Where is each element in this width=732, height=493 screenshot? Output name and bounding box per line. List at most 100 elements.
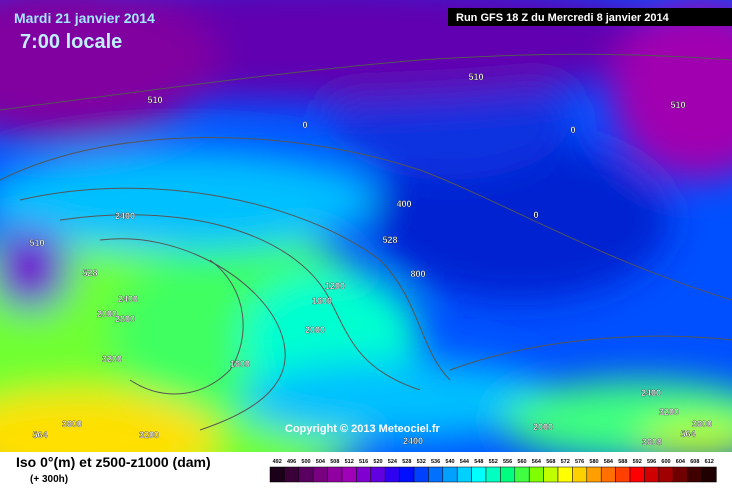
contour-label: 564 (680, 429, 695, 439)
legend-swatch (399, 466, 415, 483)
contour-label: 1600 (230, 359, 250, 369)
legend-label: 596 (647, 459, 656, 465)
legend-label: 572 (561, 459, 570, 465)
legend-swatch (341, 466, 357, 483)
contour-label: 3600 (692, 419, 712, 429)
legend-label: 524 (388, 459, 398, 465)
legend-label: 520 (373, 459, 382, 465)
contour-label: 3600 (62, 419, 82, 429)
contour-label: 564 (32, 430, 47, 440)
contour-label: 1200 (325, 281, 345, 291)
legend-label: 500 (301, 459, 310, 465)
legend-label: 512 (345, 459, 354, 465)
legend-swatch (269, 466, 285, 483)
legend-swatch (557, 466, 573, 483)
contour-label: 2400 (641, 388, 661, 398)
legend-label: 600 (661, 459, 670, 465)
legend-swatch (514, 466, 530, 483)
contour-label: 528 (382, 235, 397, 245)
legend-swatch (543, 466, 559, 483)
legend-label: 552 (489, 459, 498, 465)
time-label: 7:00 locale (20, 31, 122, 53)
run-label: Run GFS 18 Z du Mercredi 8 janvier 2014 (456, 12, 670, 24)
contour-label: 400 (396, 199, 411, 209)
contour-label: 510 (29, 238, 44, 248)
contours (0, 53, 732, 431)
legend-label: 540 (445, 459, 454, 465)
legend-label: 536 (431, 459, 440, 465)
contour-labels: 510 0 510 0 510 2400 510 528 400 528 0 800 1200 1600 2… (29, 72, 712, 447)
legend-swatch (658, 466, 674, 483)
legend-swatch (687, 466, 703, 483)
legend-swatch (456, 466, 472, 483)
legend-swatch (644, 466, 660, 483)
contour-label: 2400 (118, 294, 138, 304)
legend-label: 556 (503, 459, 512, 465)
legend-swatch (384, 466, 400, 483)
legend-swatch (442, 466, 458, 483)
legend-swatch (500, 466, 516, 483)
contour-label: 510 (147, 95, 162, 105)
legend-swatch (428, 466, 444, 483)
copyright: Copyright © 2013 Meteociel.fr (285, 423, 441, 435)
contour-label: 800 (410, 269, 425, 279)
contour-label: 2000 (533, 422, 553, 432)
legend: 492 496 500 504 508 512 516 520 524 528 532 536 540 5… (269, 459, 717, 483)
contour-label: 3200 (659, 407, 679, 417)
legend-swatch (672, 466, 688, 483)
legend-label: 584 (604, 459, 614, 465)
legend-label: 568 (546, 459, 555, 465)
contour-label: 510 (468, 72, 483, 82)
legend-swatch (615, 466, 631, 483)
contour-label: 3608 (642, 437, 662, 447)
legend-label: 516 (359, 459, 368, 465)
contour-label: 3200 (102, 354, 122, 364)
legend-label: 564 (532, 459, 542, 465)
contour-label: 2000 (305, 325, 325, 335)
contour-label: 0 (570, 125, 575, 135)
contour-label: 528 (82, 268, 97, 278)
legend-swatch (528, 466, 544, 483)
legend-label: 528 (402, 459, 411, 465)
legend-swatch (298, 466, 314, 483)
contour-label: 2400 (403, 436, 423, 446)
legend-label: 588 (618, 459, 627, 465)
legend-label: 612 (705, 459, 714, 465)
contour-label: 510 (670, 100, 685, 110)
legend-label: 604 (676, 459, 686, 465)
legend-swatch (327, 466, 343, 483)
legend-label: 532 (417, 459, 426, 465)
run-box (448, 8, 732, 26)
legend-swatch (284, 466, 300, 483)
legend-swatch (485, 466, 501, 483)
legend-label: 508 (330, 459, 339, 465)
legend-swatch (356, 466, 372, 483)
legend-swatch (586, 466, 602, 483)
date-label: Mardi 21 janvier 2014 (14, 10, 155, 26)
legend-swatch (701, 466, 717, 483)
contour-label: 3200 (139, 430, 159, 440)
legend-swatch (312, 466, 328, 483)
contour-label: 2400 (115, 211, 135, 221)
legend-label: 496 (287, 459, 296, 465)
legend-label: 544 (460, 459, 470, 465)
legend-label: 580 (589, 459, 598, 465)
contour-label: 0 (302, 120, 307, 130)
legend-label: 504 (316, 459, 326, 465)
legend-label: 492 (273, 459, 282, 465)
footer-lead: (+ 300h) (30, 474, 68, 485)
contour-label: 2800 (115, 314, 135, 324)
legend-swatch (370, 466, 386, 483)
contour-label: 0 (533, 210, 538, 220)
legend-label: 592 (633, 459, 642, 465)
legend-swatch (629, 466, 645, 483)
legend-label: 560 (517, 459, 526, 465)
footer-title: Iso 0°(m) et z500-z1000 (dam) (16, 454, 211, 470)
legend-swatch (572, 466, 588, 483)
legend-label: 576 (575, 459, 584, 465)
legend-swatch (600, 466, 616, 483)
legend-label: 548 (474, 459, 483, 465)
legend-label: 608 (690, 459, 699, 465)
